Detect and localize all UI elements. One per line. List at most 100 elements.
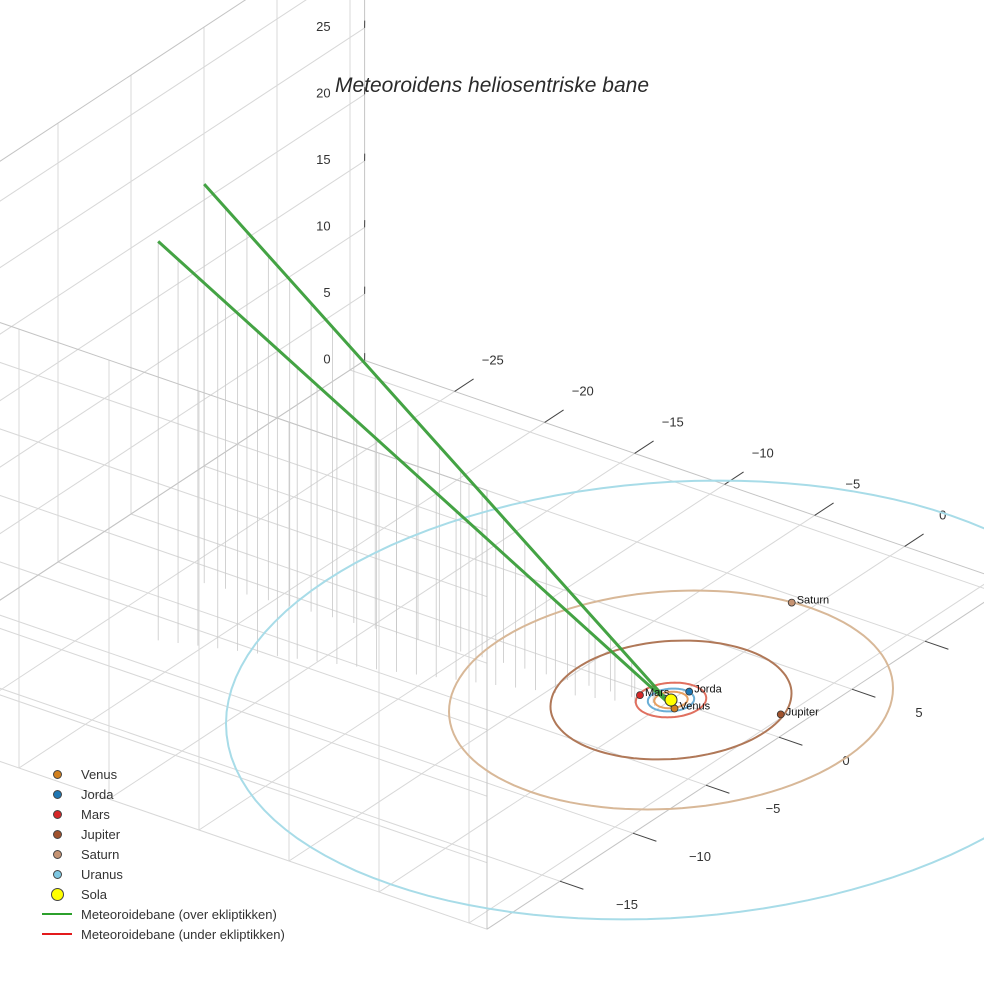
legend-symbol xyxy=(40,764,74,784)
y-tick-label: −5 xyxy=(766,801,781,816)
legend-dot xyxy=(52,849,62,859)
legend-dot xyxy=(52,829,62,839)
grid-line xyxy=(0,93,365,335)
z-tick-label: 15 xyxy=(316,152,330,167)
z-tick-label: 10 xyxy=(316,218,330,233)
legend-label: Meteoroidebane (under ekliptikken) xyxy=(81,926,285,942)
legend-label: Saturn xyxy=(81,846,120,862)
orbit-jupiter xyxy=(549,639,793,761)
z-tick-label: 20 xyxy=(316,85,330,100)
grid-line xyxy=(0,694,488,864)
x-tick-mark xyxy=(544,409,564,423)
x-tick-label: −5 xyxy=(845,477,860,492)
legend-item[interactable]: Uranus xyxy=(40,864,285,884)
legend-dot xyxy=(52,769,62,779)
y-tick-mark xyxy=(559,880,584,890)
legend-item[interactable]: Sola xyxy=(40,884,285,904)
legend-dot xyxy=(52,809,62,819)
grid-line xyxy=(0,361,488,531)
tick-labels: −25−20−15−10−505−15−10−50510150510152025… xyxy=(316,19,949,912)
box-edge xyxy=(0,0,247,162)
grid-line xyxy=(57,561,707,786)
legend-line xyxy=(42,913,72,915)
y-tick-mark xyxy=(778,736,803,746)
legend-dot xyxy=(52,869,62,879)
grid-line xyxy=(0,614,634,834)
planet-label: Venus xyxy=(680,701,711,713)
legend-label: Venus xyxy=(81,766,118,782)
x-tick-label: −25 xyxy=(482,353,504,368)
grid-line xyxy=(0,226,365,468)
legend-item[interactable]: Venus xyxy=(40,764,285,784)
legend-symbol xyxy=(40,864,74,884)
x-tick-label: −20 xyxy=(572,384,594,399)
box-edge xyxy=(0,322,488,491)
sun-marker xyxy=(664,693,678,707)
x-tick-label: −10 xyxy=(752,446,774,461)
box-edge xyxy=(364,359,984,575)
legend-symbol xyxy=(40,784,74,804)
x-tick-label: −15 xyxy=(662,415,684,430)
legend-label: Uranus xyxy=(81,866,123,882)
grid-line xyxy=(0,160,365,402)
y-tick-label: 0 xyxy=(842,753,849,768)
legend-label: Jorda xyxy=(81,786,114,802)
grid-line xyxy=(0,494,488,664)
planet-label: Jupiter xyxy=(786,706,819,718)
planet-jorda xyxy=(685,687,694,696)
orbit-mars xyxy=(634,681,708,719)
z-tick-label: 0 xyxy=(323,351,330,366)
z-tick-label: 5 xyxy=(323,285,330,300)
x-tick-mark xyxy=(904,533,924,547)
z-tick-label: 25 xyxy=(316,19,330,34)
x-tick-mark xyxy=(724,471,744,485)
x-tick-mark xyxy=(814,502,834,516)
orbit-jorda xyxy=(646,687,696,713)
y-tick-mark xyxy=(632,832,657,842)
legend-item[interactable]: Jorda xyxy=(40,784,285,804)
legend-label: Sola xyxy=(81,886,108,902)
planet-jupiter xyxy=(776,710,785,719)
legend-symbol xyxy=(40,824,74,844)
planet-mars xyxy=(636,691,644,700)
x-tick-label: 0 xyxy=(939,508,946,523)
grid-line xyxy=(0,428,488,598)
grid-line xyxy=(0,627,488,797)
orbit-saturn xyxy=(447,589,895,811)
y-tick-label: 5 xyxy=(915,705,922,720)
grid-line xyxy=(0,27,365,269)
legend-symbol xyxy=(40,804,74,824)
legend: Venus Jorda Mars Jupiter Saturn Uranus Sola Met… xyxy=(40,764,285,944)
legend-symbol xyxy=(40,844,74,864)
orbit-uranus xyxy=(224,479,984,921)
y-tick-label: −10 xyxy=(689,849,711,864)
y-tick-mark xyxy=(924,640,949,650)
legend-item[interactable]: Meteoroidebane (over ekliptikken) xyxy=(40,904,285,924)
x-tick-mark xyxy=(454,378,474,392)
y-tick-mark xyxy=(851,688,876,698)
grid-line xyxy=(0,561,488,731)
x-tick-mark xyxy=(634,440,654,454)
planet-label: Saturn xyxy=(797,595,829,607)
box-edge xyxy=(486,601,984,930)
legend-item[interactable]: Mars xyxy=(40,804,285,824)
legend-item[interactable]: Meteoroidebane (under ekliptikken) xyxy=(40,924,285,944)
planet-saturn xyxy=(787,598,796,607)
legend-dot xyxy=(52,789,62,799)
grid-line xyxy=(0,293,365,535)
legend-label: Meteoroidebane (over ekliptikken) xyxy=(81,906,277,922)
y-tick-label: −15 xyxy=(616,897,638,912)
planet-label: Mars xyxy=(645,687,670,699)
legend-symbol xyxy=(40,904,74,924)
legend-symbol xyxy=(40,884,74,904)
legend-item[interactable]: Saturn xyxy=(40,844,285,864)
planet-label: Jorda xyxy=(694,684,722,696)
grid-line xyxy=(0,390,455,691)
chart-title: Meteoroidens heliosentriske bane xyxy=(334,74,650,97)
grid-line xyxy=(0,0,307,202)
legend-label: Jupiter xyxy=(81,826,121,842)
legend-item[interactable]: Jupiter xyxy=(40,824,285,844)
y-tick-mark xyxy=(705,784,730,794)
legend-line xyxy=(42,933,72,935)
